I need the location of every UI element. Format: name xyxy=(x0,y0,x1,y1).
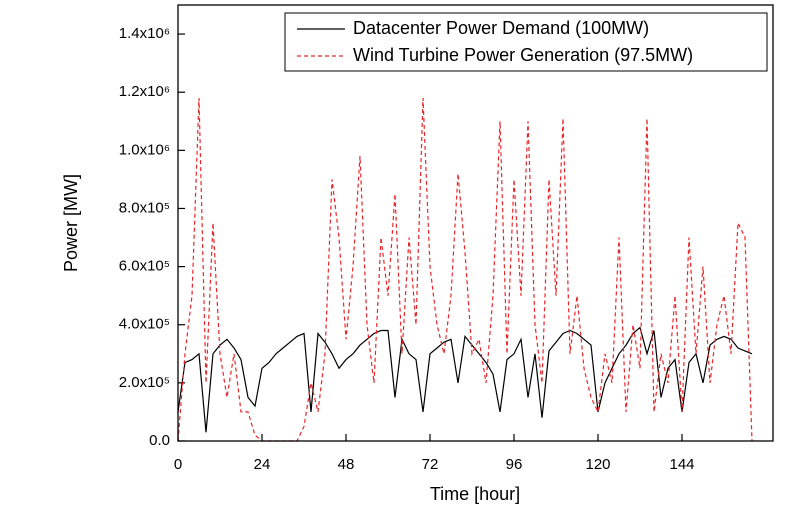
y-tick-label: 4.0x10⁵ xyxy=(119,316,170,333)
x-tick-label: 144 xyxy=(669,456,694,473)
y-tick-label: 8.0x10⁵ xyxy=(119,199,170,216)
plot-frame xyxy=(177,4,774,442)
x-tick-label: 120 xyxy=(585,456,610,473)
y-tick-label: 1.2x10⁶ xyxy=(119,83,170,100)
y-tick-label: 2.0x10⁵ xyxy=(119,374,170,391)
series-line xyxy=(177,97,753,442)
x-tick-label: 0 xyxy=(174,456,182,473)
y-axis-label: Power [MW] xyxy=(61,174,81,272)
x-tick-label: 72 xyxy=(422,456,439,473)
legend-label: Wind Turbine Power Generation (97.5MW) xyxy=(353,45,693,65)
series-line xyxy=(177,326,753,433)
y-tick-label: 1.4x10⁶ xyxy=(119,25,170,42)
x-tick-label: 24 xyxy=(254,456,271,473)
x-tick-label: 48 xyxy=(338,456,355,473)
x-tick-label: 96 xyxy=(506,456,523,473)
y-tick-label: 1.0x10⁶ xyxy=(119,141,170,158)
legend-label: Datacenter Power Demand (100MW) xyxy=(353,18,649,38)
x-axis-label: Time [hour] xyxy=(430,484,520,504)
y-tick-label: 0.0 xyxy=(149,432,170,449)
y-tick-label: 6.0x10⁵ xyxy=(119,258,170,275)
legend-box xyxy=(284,12,768,72)
